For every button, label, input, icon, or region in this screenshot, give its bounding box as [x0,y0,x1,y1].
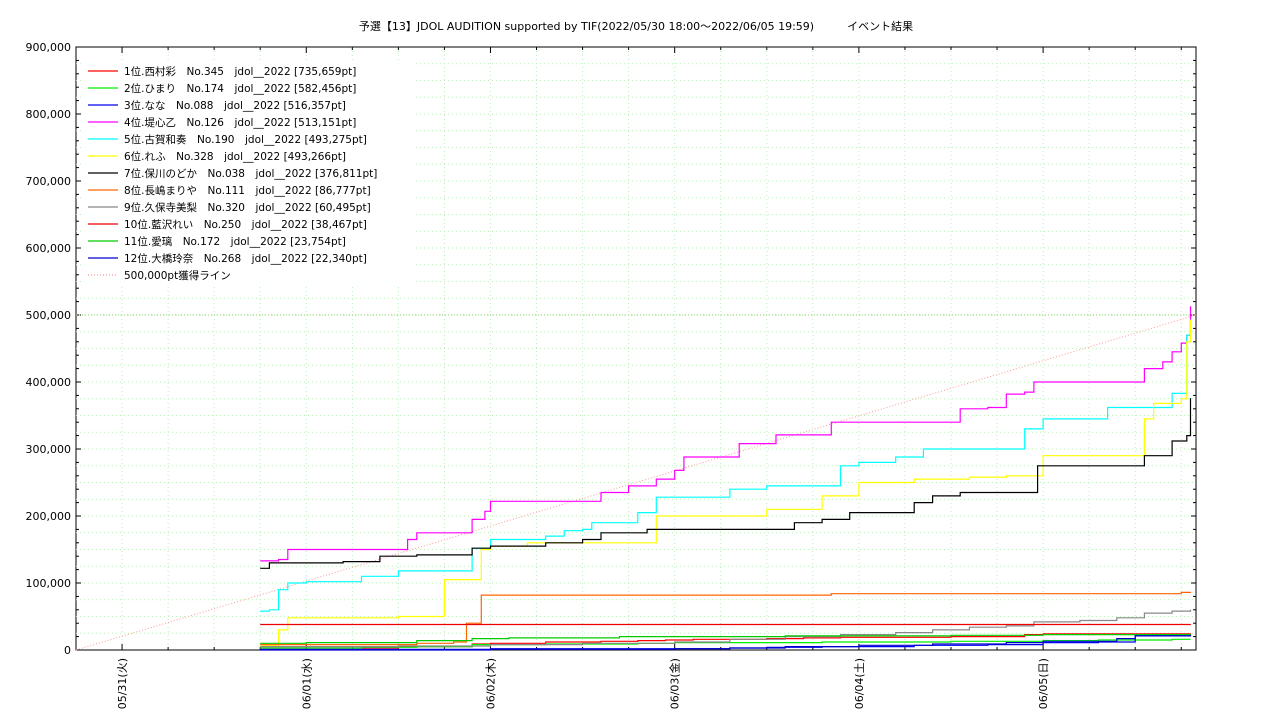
y-tick-label: 500,000 [26,309,72,322]
series-line-11 [260,634,1192,644]
legend-label: 500,000pt獲得ライン [124,269,231,282]
legend-label: 5位.古賀和奏 No.190 jdol__2022 [493,275pt] [124,133,367,146]
series-line-9 [260,609,1192,648]
target-line-group [75,314,1197,651]
y-tick-label: 400,000 [26,376,72,389]
x-tick-label: 06/03(金) [668,658,682,709]
y-tick-label: 200,000 [26,510,72,523]
y-tick-label: 0 [64,644,71,657]
series-line-4 [260,306,1192,562]
y-tick-label: 800,000 [26,108,72,121]
y-tick-label: 600,000 [26,242,72,255]
series-line-7 [260,398,1192,569]
x-tick-label: 06/02(木) [484,658,497,709]
legend-label: 1位.西村彩 No.345 jdol__2022 [735,659pt] [124,65,356,78]
x-tick-label: 06/04(土) [853,658,866,709]
legend-label: 3位.なな No.088 jdol__2022 [516,357pt] [124,99,346,112]
series-line-8 [260,591,1192,646]
x-tick-label: 05/31(火) [116,658,129,709]
legend-label: 10位.藍沢れい No.250 jdol__2022 [38,467pt] [124,218,367,231]
legend-label: 2位.ひまり No.174 jdol__2022 [582,456pt] [124,82,356,95]
series-line-5 [260,319,1192,612]
legend-label: 7位.保川のどか No.038 jdol__2022 [376,811pt] [124,167,377,180]
legend-label: 6位.れふ No.328 jdol__2022 [493,266pt] [124,150,346,163]
legend-label: 9位.久保寺美梨 No.320 jdol__2022 [60,495pt] [124,201,371,214]
y-tick-label: 700,000 [26,175,72,188]
legend-label: 8位.長嶋まりや No.111 jdol__2022 [86,777pt] [124,184,371,197]
y-tick-label: 900,000 [26,41,72,54]
legend-background [84,62,414,286]
x-tick-label: 06/01(水) [300,658,313,709]
y-tick-label: 300,000 [26,443,72,456]
legend-label: 12位.大橋玲奈 No.268 jdol__2022 [22,340pt] [124,252,367,265]
y-tick-label: 100,000 [26,577,72,590]
y-axis: 0 100,000 200,000 300,000 400,000 500,000 600,… [26,41,1196,657]
series-line-12 [260,635,1192,651]
legend-label: 4位.堤心乙 No.126 jdol__2022 [513,151pt] [124,116,356,129]
chart-title: 予選【13】JDOL AUDITION supported by TIF(202… [359,19,913,33]
x-axis: 05/31(火) 06/01(水) 06/02(木) 06/03(金) 06/04(土)… [116,47,1182,709]
x-tick-label: 06/05(日) [1037,658,1050,709]
series-layer [260,306,1192,651]
legend-label: 11位.愛璃 No.172 jdol__2022 [23,754pt] [124,235,346,248]
legend: 1位.西村彩 No.345 jdol__2022 [735,659pt] 2位.ひ… [84,62,414,286]
series-line-6 [260,319,1192,647]
